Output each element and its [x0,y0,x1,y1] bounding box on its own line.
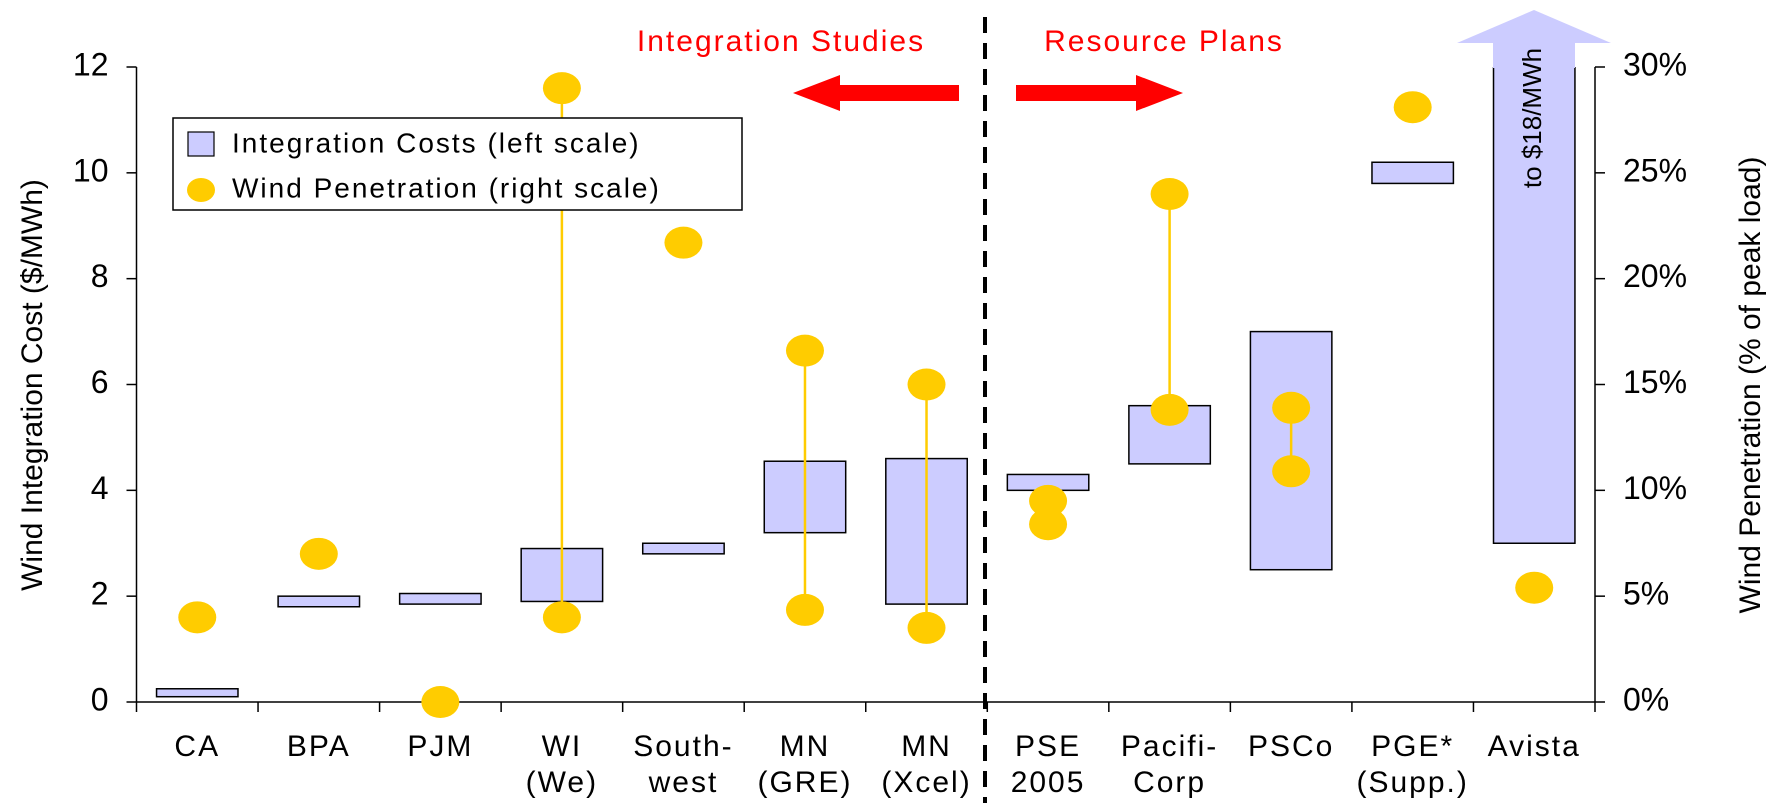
penetration-dot [542,72,581,105]
legend-label: Integration Costs (left scale) [232,127,641,158]
legend: Integration Costs (left scale) Wind Pene… [172,117,743,211]
penetration-dot [421,686,460,718]
x-tick-label: (Xcel) [881,766,971,799]
penetration-dot [1272,455,1311,488]
y-tick-label: 4 [91,470,109,506]
range-bar [1492,67,1576,544]
y2-tick-label: 10% [1623,470,1687,506]
y2-axis-label: Wind Penetration (% of peak load) [1734,157,1767,614]
y2-tick-label: 20% [1623,258,1687,294]
arrow-right [1016,75,1183,111]
penetration-dot [1515,571,1554,604]
annotation: Resource Plans [1044,25,1284,58]
x-tick-label: MN [901,730,952,763]
legend-swatch [187,131,215,157]
y-tick-label: 0 [91,681,109,717]
penetration-dot [1150,178,1189,210]
penetration-dot [542,601,581,634]
bars [155,67,1576,698]
x-tick-label: (We) [526,766,598,799]
range-bar [641,542,725,555]
legend-box [172,117,743,211]
bar-arrow-head [1457,10,1611,68]
x-tick-label: (GRE) [757,766,852,799]
x-tick-label: 2005 [1011,766,1086,799]
penetration-dot [1150,393,1189,426]
penetration-dot [299,537,338,570]
annotation: to $18/MWh [1517,48,1547,188]
y-axis-label: Wind Integration Cost ($/MWh) [16,179,49,591]
penetration-dot [664,226,703,259]
penetration-dot [178,601,217,634]
penetration-dot [1272,391,1311,424]
y2-tick-label: 15% [1623,364,1687,400]
arrow-left [793,75,959,111]
penetration-dot [907,368,946,401]
penetration-dot [785,593,824,626]
y-tick-label: 12 [73,46,109,82]
range-bar [155,688,239,698]
penetration-dot [1029,484,1068,517]
legend-label: Wind Penetration (right scale) [232,172,661,203]
x-tick-label: BPA [287,730,351,763]
y-tick-label: 6 [91,364,109,400]
y2-tick-label: 25% [1623,152,1687,188]
x-tick-label: Avista [1488,730,1581,763]
range-bar [398,592,482,605]
x-tick-label: PGE* [1371,730,1454,763]
x-tick-label: (Supp.) [1356,766,1468,799]
y2-tick-label: 30% [1623,46,1687,82]
y-tick-label: 2 [91,576,109,612]
legend-swatch [187,178,215,202]
x-tick-label: PSCo [1248,730,1334,763]
x-tick-label: South- [633,730,733,763]
range-bar [277,595,361,608]
x-tick-label: WI [542,730,583,763]
x-tick-label: Corp [1133,766,1206,799]
y2-tick-label: 0% [1623,681,1669,717]
y-tick-label: 8 [91,258,109,294]
x-tick-label: Pacifi- [1121,730,1218,763]
x-tick-label: MN [780,730,831,763]
penetration-dot [785,334,824,367]
y-tick-label: 10 [73,152,109,188]
x-tick-label: west [648,766,719,799]
penetration-dot [1029,508,1068,541]
x-tick-label: PJM [407,730,473,763]
x-tick-label: CA [174,730,220,763]
range-bar [1371,161,1455,185]
y2-tick-label: 5% [1623,576,1669,612]
x-tick-label: PSE [1015,730,1081,763]
penetration-dot [1393,91,1432,124]
plot: 0 2 4 6 8 10 12 0% 5% 10% 15% 20% 25% 30% CA BPA PJM WI(W… [73,46,1687,799]
annotation: Integration Studies [637,25,925,58]
penetration-dot [907,611,946,644]
